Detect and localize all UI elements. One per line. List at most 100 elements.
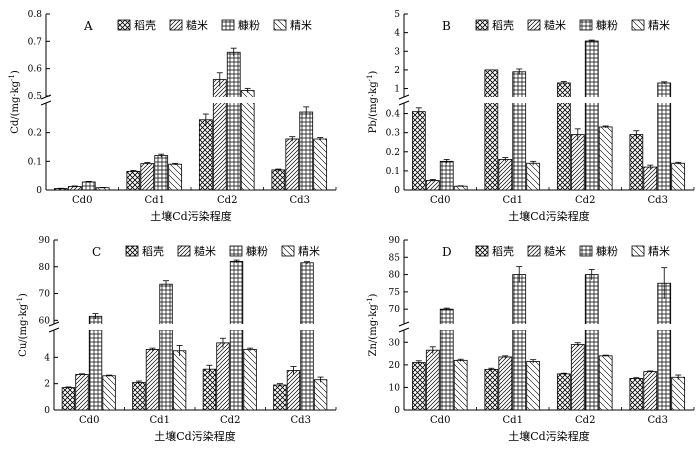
panel-label: D: [442, 245, 452, 259]
bar-D-Cd1-稻壳: [484, 368, 499, 411]
y-tick-label: 3: [394, 47, 400, 57]
bar-break-gap: [212, 97, 228, 103]
y-axis-title: Zn/(mg·kg-1): [366, 293, 379, 356]
bar-C-Cd0-稻壳: [61, 387, 76, 411]
bar-A-Cd2-糙米: [212, 79, 227, 191]
x-category-label: Cd3: [291, 415, 311, 426]
legend-label: 糙米: [186, 18, 208, 32]
legend-label: 糠粉: [246, 244, 268, 258]
legend-label: 糠粉: [238, 18, 260, 32]
legend-swatch-糙米: [169, 19, 183, 31]
legend-swatch-精米: [273, 19, 287, 31]
axis-break-mark: [398, 94, 410, 100]
axis-break-gap: [41, 97, 51, 103]
y-tick-label: 60: [39, 316, 51, 326]
y-tick-label: 4: [44, 353, 50, 363]
bar-C-Cd1-精米: [172, 350, 187, 411]
legend-label: 稻壳: [492, 244, 514, 258]
y-tick-label: 80: [389, 271, 401, 281]
legend-swatch-糠粉: [229, 245, 243, 257]
bar-break-gap: [483, 97, 499, 103]
x-category-label: Cd2: [220, 415, 240, 426]
y-tick-label: 75: [389, 288, 401, 298]
bar-C-Cd2-精米: [243, 349, 257, 411]
axis-break-gap: [399, 97, 409, 103]
legend-swatch-稻壳: [475, 19, 489, 31]
axis-break-mark: [398, 327, 410, 333]
bar-D-Cd3-稻壳: [629, 377, 644, 411]
y-tick-label: 0.4: [386, 110, 401, 120]
bar-break-gap: [656, 97, 672, 103]
y-axis-title: Pb/(mg·kg-1): [366, 71, 379, 134]
bar-break-gap: [88, 324, 103, 330]
bar-B-Cd1-精米: [526, 162, 541, 191]
bar-A-Cd2-精米: [240, 90, 255, 191]
legend-swatch-糙米: [527, 19, 541, 31]
panel-label: B: [442, 19, 451, 33]
y-axis-title: Cu/(mg·kg-1): [16, 293, 29, 357]
legend-swatch-稻壳: [475, 245, 489, 257]
y-tick-label: 2: [44, 380, 50, 390]
y-tick-label: 4: [394, 29, 400, 39]
y-tick-label: 0: [394, 406, 400, 416]
y-tick-label: 10: [389, 383, 401, 393]
bar-B-Cd0-精米: [453, 185, 468, 191]
legend-label: 精米: [648, 245, 670, 258]
y-tick-label: 90: [39, 236, 51, 246]
bar-C-Cd3-稻壳: [273, 384, 287, 411]
axis-break-mark: [40, 100, 52, 106]
x-category-label: Cd0: [79, 415, 99, 426]
y-tick-label: 90: [389, 236, 401, 246]
x-category-label: Cd0: [430, 415, 450, 426]
y-tick-label: 2: [394, 66, 400, 76]
bar-A-Cd1-糠粉: [154, 155, 169, 191]
chart-panel-B: 0 0.1 0.2 0.3 0.4 1 2 3 4 5 Cd0 Cd1 Cd2 Cd3 B 稻壳 糙米 糠粉 精米土…: [366, 10, 695, 223]
bar-A-Cd0-精米: [95, 187, 110, 191]
bar-B-Cd2-精米: [598, 126, 613, 191]
chart-panel-A: 0 0.1 0.2 0.5 0.6 0.7 0.8 Cd0 Cd1 Cd2 Cd3 A 稻壳 糙米 糠粉 精米…: [8, 10, 337, 223]
x-category-label: Cd1: [145, 195, 165, 206]
legend-swatch-精米: [631, 245, 645, 257]
legend-swatch-稻壳: [125, 245, 139, 257]
bar-D-Cd3-糙米: [643, 371, 658, 411]
y-tick-label: 70: [389, 305, 401, 315]
bar-A-Cd3-糙米: [285, 138, 300, 191]
y-tick-label: 0.2: [28, 129, 42, 139]
bar-A-Cd2-糠粉: [226, 51, 241, 191]
y-tick-label: 0.5: [28, 92, 43, 102]
bar-break-gap: [439, 324, 455, 330]
panel-label: C: [92, 245, 101, 259]
axis-break-mark: [48, 321, 60, 327]
bar-B-Cd3-糙米: [643, 166, 658, 191]
y-tick-label: 5: [394, 10, 400, 20]
bar-B-Cd1-稻壳: [484, 69, 499, 191]
bar-A-Cd1-精米: [168, 163, 183, 191]
bar-break-gap: [299, 324, 315, 330]
x-category-label: Cd2: [217, 195, 237, 206]
bar-C-Cd1-糠粉: [159, 283, 173, 411]
bar-B-Cd0-糠粉: [439, 160, 454, 191]
y-tick-label: 30: [389, 338, 401, 348]
y-tick-label: 1: [394, 85, 400, 95]
legend-swatch-稻壳: [117, 19, 131, 31]
x-category-label: Cd3: [648, 415, 668, 426]
bar-break-gap: [158, 324, 174, 330]
legend-label: 稻壳: [142, 244, 164, 258]
axis-break-mark: [48, 327, 60, 333]
bar-B-Cd0-糙米: [425, 180, 440, 191]
bar-B-Cd2-糙米: [570, 134, 585, 191]
bar-break-gap: [229, 324, 244, 330]
y-tick-label: 0.3: [386, 129, 401, 139]
bar-break-gap: [584, 97, 600, 103]
bar-D-Cd3-精米: [671, 376, 686, 411]
bar-D-Cd2-精米: [598, 355, 613, 411]
legend-swatch-糠粉: [221, 19, 235, 31]
axis-break-mark: [398, 100, 410, 106]
bar-break-gap: [240, 97, 256, 103]
bar-C-Cd3-精米: [313, 379, 328, 411]
y-tick-label: 0.6: [28, 65, 43, 75]
bar-A-Cd3-稻壳: [271, 169, 286, 191]
axis-break-gap: [399, 324, 409, 330]
bar-C-Cd3-糠粉: [300, 262, 314, 411]
axis-break-gap: [49, 324, 59, 330]
